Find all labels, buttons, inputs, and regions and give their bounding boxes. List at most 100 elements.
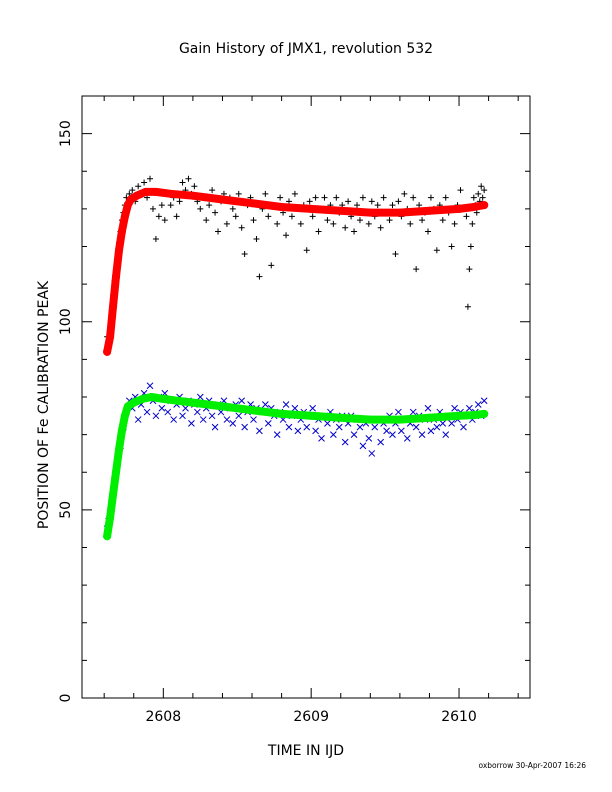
data-point [203, 217, 210, 224]
data-point [442, 194, 449, 201]
data-point [223, 416, 231, 423]
data-point [164, 408, 172, 416]
data-point [448, 419, 455, 427]
data-point [256, 427, 263, 435]
data-point [147, 175, 154, 182]
data-point [442, 431, 450, 438]
data-point [215, 228, 222, 235]
data-point [229, 419, 237, 427]
data-point [359, 194, 366, 201]
data-point [188, 419, 195, 427]
data-point [264, 419, 272, 427]
data-point [250, 217, 257, 224]
data-point [262, 190, 269, 197]
data-point [463, 213, 470, 220]
data-point [223, 220, 230, 227]
data-point [424, 228, 431, 235]
data-point [410, 194, 417, 201]
data-point [235, 412, 243, 420]
data-point [273, 431, 281, 438]
data-point [146, 382, 154, 390]
data-point [466, 266, 473, 273]
y-tick-label: 50 [58, 501, 74, 519]
data-point [241, 251, 248, 258]
data-point [315, 228, 322, 235]
data-point [401, 190, 408, 197]
data-point [161, 217, 168, 224]
data-point [469, 220, 476, 227]
data-point [398, 427, 405, 435]
data-point [395, 198, 402, 205]
data-point [277, 194, 284, 201]
x-tick-label: 2610 [441, 709, 477, 725]
data-point [359, 442, 367, 450]
x-tick-label: 2609 [293, 709, 329, 725]
data-point [354, 202, 361, 209]
data-point [294, 427, 302, 435]
data-point [268, 262, 275, 269]
data-point [480, 397, 488, 405]
data-point [208, 412, 216, 420]
data-point [479, 194, 486, 201]
data-point [285, 423, 293, 431]
data-point [439, 217, 446, 224]
data-point [209, 187, 216, 194]
chart-title: Gain History of JMX1, revolution 532 [179, 41, 433, 57]
data-point [149, 205, 156, 212]
data-point [312, 427, 319, 435]
data-point [158, 404, 166, 412]
data-point [143, 408, 151, 416]
data-point [303, 247, 310, 254]
data-point [368, 450, 376, 457]
data-point [193, 408, 201, 416]
data-point [152, 412, 160, 420]
y-tick-label: 150 [58, 120, 74, 147]
data-point [403, 435, 411, 442]
data-point [206, 202, 213, 209]
data-point [466, 404, 473, 412]
data-point [182, 404, 189, 412]
data-point [356, 423, 364, 431]
fit-curve [103, 393, 489, 541]
data-point [345, 198, 352, 205]
data-point [261, 401, 269, 408]
data-point [283, 232, 290, 239]
data-point [481, 187, 488, 194]
data-point [141, 179, 148, 186]
data-point [185, 175, 192, 182]
data-point [179, 412, 186, 420]
data-point [167, 202, 174, 209]
data-point [152, 235, 159, 242]
fit-curve [103, 187, 489, 356]
data-point [155, 213, 162, 220]
data-point [330, 220, 337, 227]
data-point [291, 404, 299, 412]
data-point [427, 194, 434, 201]
data-point [395, 408, 402, 416]
x-axis-label: TIME IN IJD [267, 743, 344, 759]
data-point [418, 431, 426, 438]
data-point [341, 438, 349, 446]
data-point [380, 194, 387, 201]
data-point [265, 213, 272, 220]
data-point [427, 427, 435, 435]
data-point [389, 431, 396, 438]
data-point [419, 217, 426, 224]
data-point [356, 217, 363, 224]
y-tick-label: 0 [58, 694, 74, 703]
data-point [285, 198, 292, 205]
data-point [464, 303, 471, 310]
data-point [457, 187, 464, 194]
data-point [312, 194, 319, 201]
data-point [274, 220, 281, 227]
data-point [416, 202, 423, 209]
data-point [392, 251, 399, 258]
data-point [306, 198, 313, 205]
data-point [309, 404, 317, 412]
x-tick-label: 2608 [145, 709, 181, 725]
data-point [197, 205, 204, 212]
data-point [451, 404, 458, 412]
data-point [478, 183, 485, 190]
data-point [129, 187, 136, 194]
